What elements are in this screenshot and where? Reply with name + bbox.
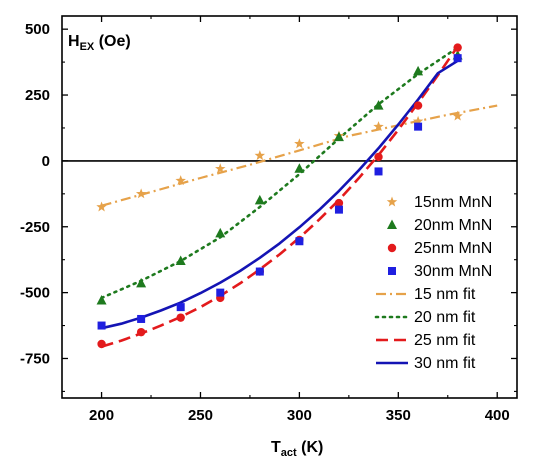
data-point [176, 303, 185, 312]
x-axis-title-main: T [271, 439, 281, 456]
data-point [137, 314, 146, 323]
y-tick-label: 250 [25, 87, 50, 104]
plot-area [61, 15, 518, 399]
y-tick-label: -750 [20, 350, 50, 367]
data-point [295, 237, 304, 246]
x-axis-title-unit: (K) [297, 439, 324, 456]
fit-line [101, 59, 459, 330]
data-point [453, 43, 462, 52]
data-point [374, 152, 383, 162]
y-axis-title: HEX (Oe) [68, 33, 131, 53]
data-point [414, 122, 423, 131]
data-point [373, 100, 384, 110]
data-point [374, 167, 383, 176]
y-tick-label: 500 [25, 21, 50, 38]
data-point [333, 131, 344, 142]
legend-marker [386, 196, 398, 207]
data-point [96, 295, 107, 305]
x-tick-label: 200 [89, 407, 114, 424]
y-axis-title-main: H [68, 33, 80, 50]
legend-label: 30 nm fit [414, 355, 476, 372]
data-point [135, 188, 147, 199]
x-axis: 200 250 300 350 400 [89, 16, 510, 424]
legend-label: 20 nm fit [414, 309, 476, 326]
y-axis-title-unit: (Oe) [94, 33, 130, 50]
x-tick-label: 300 [287, 407, 312, 424]
fit-line [100, 46, 460, 300]
data-point [175, 175, 186, 186]
data-point [136, 327, 146, 337]
data-point [254, 150, 266, 161]
legend-marker [387, 219, 397, 229]
data-point [96, 201, 107, 212]
data-point [97, 321, 106, 330]
legend-label: 20nm MnN [414, 217, 492, 234]
fit-line [101, 45, 459, 348]
x-tick-label: 250 [188, 407, 213, 424]
data-point [453, 54, 462, 63]
fit-line [101, 104, 498, 207]
y-axis: -750 -500 -250 0 250 500 [20, 21, 517, 392]
series-layer [96, 43, 498, 349]
legend-label: 15nm MnN [414, 194, 492, 211]
y-tick-label: -250 [20, 219, 50, 236]
data-point [97, 339, 106, 349]
data-point [334, 205, 343, 214]
data-point [373, 121, 384, 132]
legend-marker [387, 243, 397, 253]
data-point [215, 227, 226, 238]
legend-label: 25nm MnN [414, 240, 492, 257]
data-point [412, 115, 424, 126]
data-point [413, 65, 424, 76]
legend: 15nm MnN 20nm MnN 25nm MnN 30nm MnN 15 nm fi… [374, 194, 492, 372]
data-point [255, 267, 264, 276]
y-tick-label: -500 [20, 285, 50, 302]
y-tick-label: 0 [42, 153, 50, 170]
legend-label: 15 nm fit [414, 286, 476, 303]
y-axis-title-sub: EX [80, 41, 95, 53]
plot-frame [61, 15, 518, 399]
data-point [216, 288, 225, 297]
x-axis-title-sub: act [281, 447, 297, 459]
legend-label: 30nm MnN [414, 263, 492, 280]
data-point [334, 198, 344, 208]
data-point [413, 101, 423, 110]
legend-marker [388, 267, 396, 275]
x-tick-label: 350 [386, 407, 411, 424]
data-point [175, 255, 186, 266]
data-point [136, 277, 147, 288]
legend-label: 25 nm fit [414, 332, 476, 349]
x-tick-label: 400 [485, 407, 510, 424]
data-point [215, 163, 226, 174]
data-point [176, 313, 185, 322]
data-point [452, 110, 463, 121]
data-point [294, 138, 305, 149]
x-axis-title: Tact (K) [271, 439, 323, 459]
data-point [294, 163, 305, 173]
data-point [254, 194, 265, 205]
